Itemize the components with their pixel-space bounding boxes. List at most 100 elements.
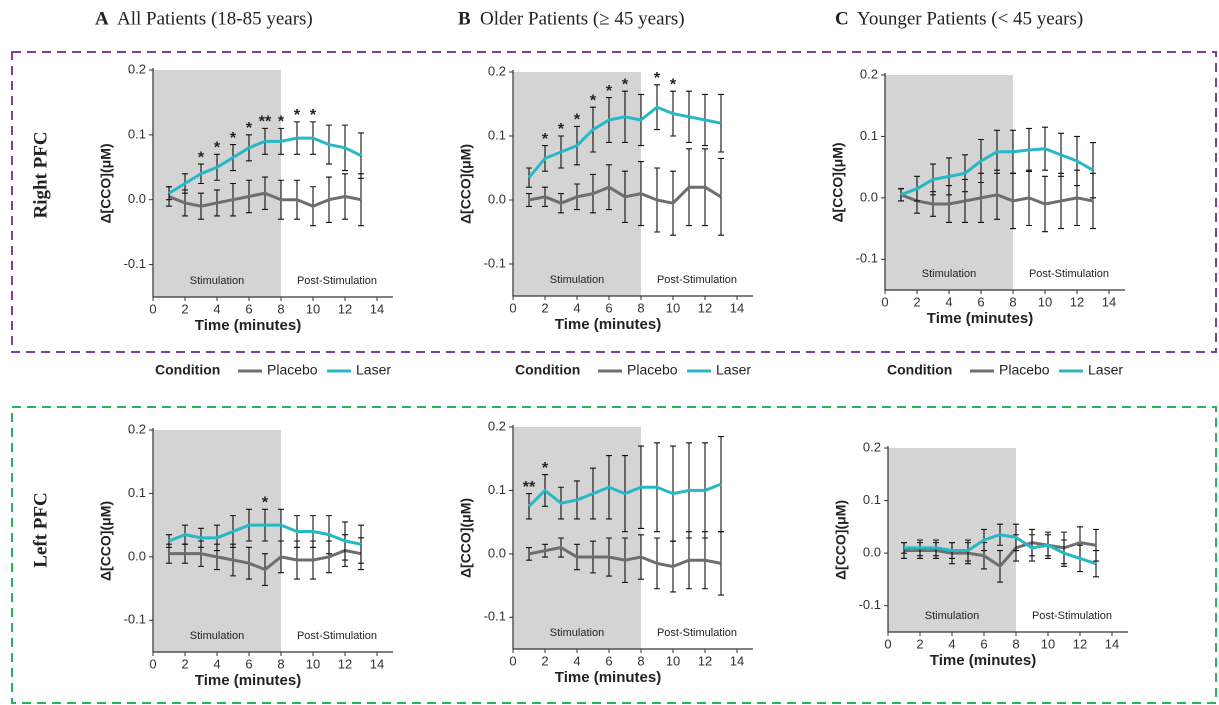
x-tick-label: 10 — [306, 656, 320, 671]
right-pfc-box — [11, 51, 1217, 353]
x-tick-label: 14 — [370, 301, 384, 316]
y-tick-label: -0.1 — [859, 597, 881, 612]
y-tick-label: -0.1 — [124, 612, 146, 627]
x-tick-label: 4 — [213, 656, 220, 671]
series-line — [528, 185, 722, 205]
significance: * — [214, 140, 221, 157]
y-axis-label: Δ[CCO](μM) — [458, 498, 474, 578]
series-line — [168, 191, 362, 208]
region-label: Post-Stimulation — [657, 627, 737, 639]
significance: * — [230, 130, 237, 147]
x-tick-label: 6 — [605, 653, 612, 668]
y-tick-label: 0.1 — [860, 128, 878, 143]
x-tick-label: 0 — [509, 653, 516, 668]
x-tick-label: 10 — [666, 653, 680, 668]
series-line — [904, 533, 1097, 566]
x-tick-label: 0 — [149, 656, 156, 671]
y-tick-label: 0.2 — [860, 66, 878, 81]
y-tick-label: 0.1 — [128, 485, 146, 500]
significance: * — [574, 112, 581, 129]
series-line — [900, 147, 1094, 197]
series-line — [169, 549, 362, 572]
legend-label: Placebo — [627, 362, 678, 378]
x-tick-label: 2 — [541, 300, 548, 315]
x-tick-label: 0 — [149, 301, 156, 316]
significance: * — [246, 120, 253, 137]
region-label: Stimulation — [925, 610, 979, 622]
y-tick-label: 0.2 — [488, 63, 506, 78]
x-axis-label: Time (minutes) — [927, 310, 1033, 327]
error-bar — [718, 435, 724, 533]
series-line — [900, 193, 1094, 206]
x-tick-label: 0 — [881, 294, 888, 309]
panel-letter: A — [95, 8, 109, 29]
significance: * — [262, 495, 269, 512]
x-tick-label: 8 — [277, 656, 284, 671]
legend-title: Condition — [887, 362, 952, 378]
x-tick-label: 14 — [730, 653, 744, 668]
x-tick-label: 6 — [245, 301, 252, 316]
x-tick-label: 0 — [884, 636, 891, 651]
significance: * — [542, 460, 549, 477]
row-label: Right PFC — [30, 131, 51, 218]
left-pfc-box — [11, 406, 1217, 704]
x-tick-label: 2 — [181, 656, 188, 671]
significance: * — [198, 149, 205, 166]
y-tick-label: 0.2 — [488, 418, 506, 433]
significance: * — [590, 92, 597, 109]
x-tick-label: 8 — [1009, 294, 1016, 309]
region-label: Post-Stimulation — [297, 275, 377, 287]
x-tick-label: 6 — [245, 656, 252, 671]
y-tick-label: 0.1 — [128, 126, 146, 141]
significance: * — [654, 70, 661, 87]
x-tick-label: 8 — [637, 300, 644, 315]
panel-title: Younger Patients (< 45 years) — [857, 8, 1083, 29]
x-axis-label: Time (minutes) — [555, 669, 661, 686]
x-tick-label: 14 — [370, 656, 384, 671]
x-tick-label: 12 — [338, 656, 352, 671]
x-axis-label: Time (minutes) — [195, 317, 301, 334]
region-label: Stimulation — [190, 630, 244, 642]
y-tick-label: 0.2 — [863, 439, 881, 454]
y-axis-label: Δ[CCO](μM) — [458, 144, 474, 224]
y-tick-label: 0.0 — [488, 545, 506, 560]
region-label: Post-Stimulation — [1029, 268, 1109, 280]
x-tick-label: 4 — [573, 300, 580, 315]
x-tick-label: 12 — [698, 300, 712, 315]
significance: ** — [523, 479, 536, 496]
panel-title: Older Patients (≥ 45 years) — [480, 8, 685, 29]
significance: * — [558, 121, 565, 138]
panel-letter: C — [835, 8, 849, 29]
region-label: Stimulation — [550, 627, 604, 639]
x-tick-label: 12 — [338, 301, 352, 316]
region-label: Stimulation — [922, 268, 976, 280]
y-tick-label: 0.1 — [488, 127, 506, 142]
y-axis-label: Δ[CCO](μM) — [833, 500, 849, 580]
x-tick-label: 12 — [1073, 636, 1087, 651]
legend-label: Placebo — [999, 362, 1050, 378]
significance: * — [622, 76, 629, 93]
x-axis-label: Time (minutes) — [930, 652, 1036, 669]
stimulation-shade — [153, 70, 281, 297]
panel-letter: B — [458, 8, 471, 29]
y-axis-label: Δ[CCO](μM) — [830, 142, 846, 222]
legend-title: Condition — [515, 362, 580, 378]
region-label: Post-Stimulation — [657, 274, 737, 286]
region-label: Stimulation — [550, 274, 604, 286]
legend-label: Laser — [716, 362, 751, 378]
series-line — [168, 136, 362, 195]
x-axis-label: Time (minutes) — [195, 672, 301, 689]
x-tick-label: 2 — [541, 653, 548, 668]
x-tick-label: 6 — [605, 300, 612, 315]
x-tick-label: 10 — [1038, 294, 1052, 309]
x-tick-label: 4 — [573, 653, 580, 668]
y-tick-label: -0.1 — [124, 256, 146, 271]
series-line — [527, 482, 722, 508]
region-label: Stimulation — [190, 275, 244, 287]
stimulation-shade — [513, 427, 641, 649]
significance: ** — [259, 114, 272, 131]
x-tick-label: 8 — [637, 653, 644, 668]
y-tick-label: -0.1 — [856, 251, 878, 266]
error-bar — [898, 188, 904, 202]
